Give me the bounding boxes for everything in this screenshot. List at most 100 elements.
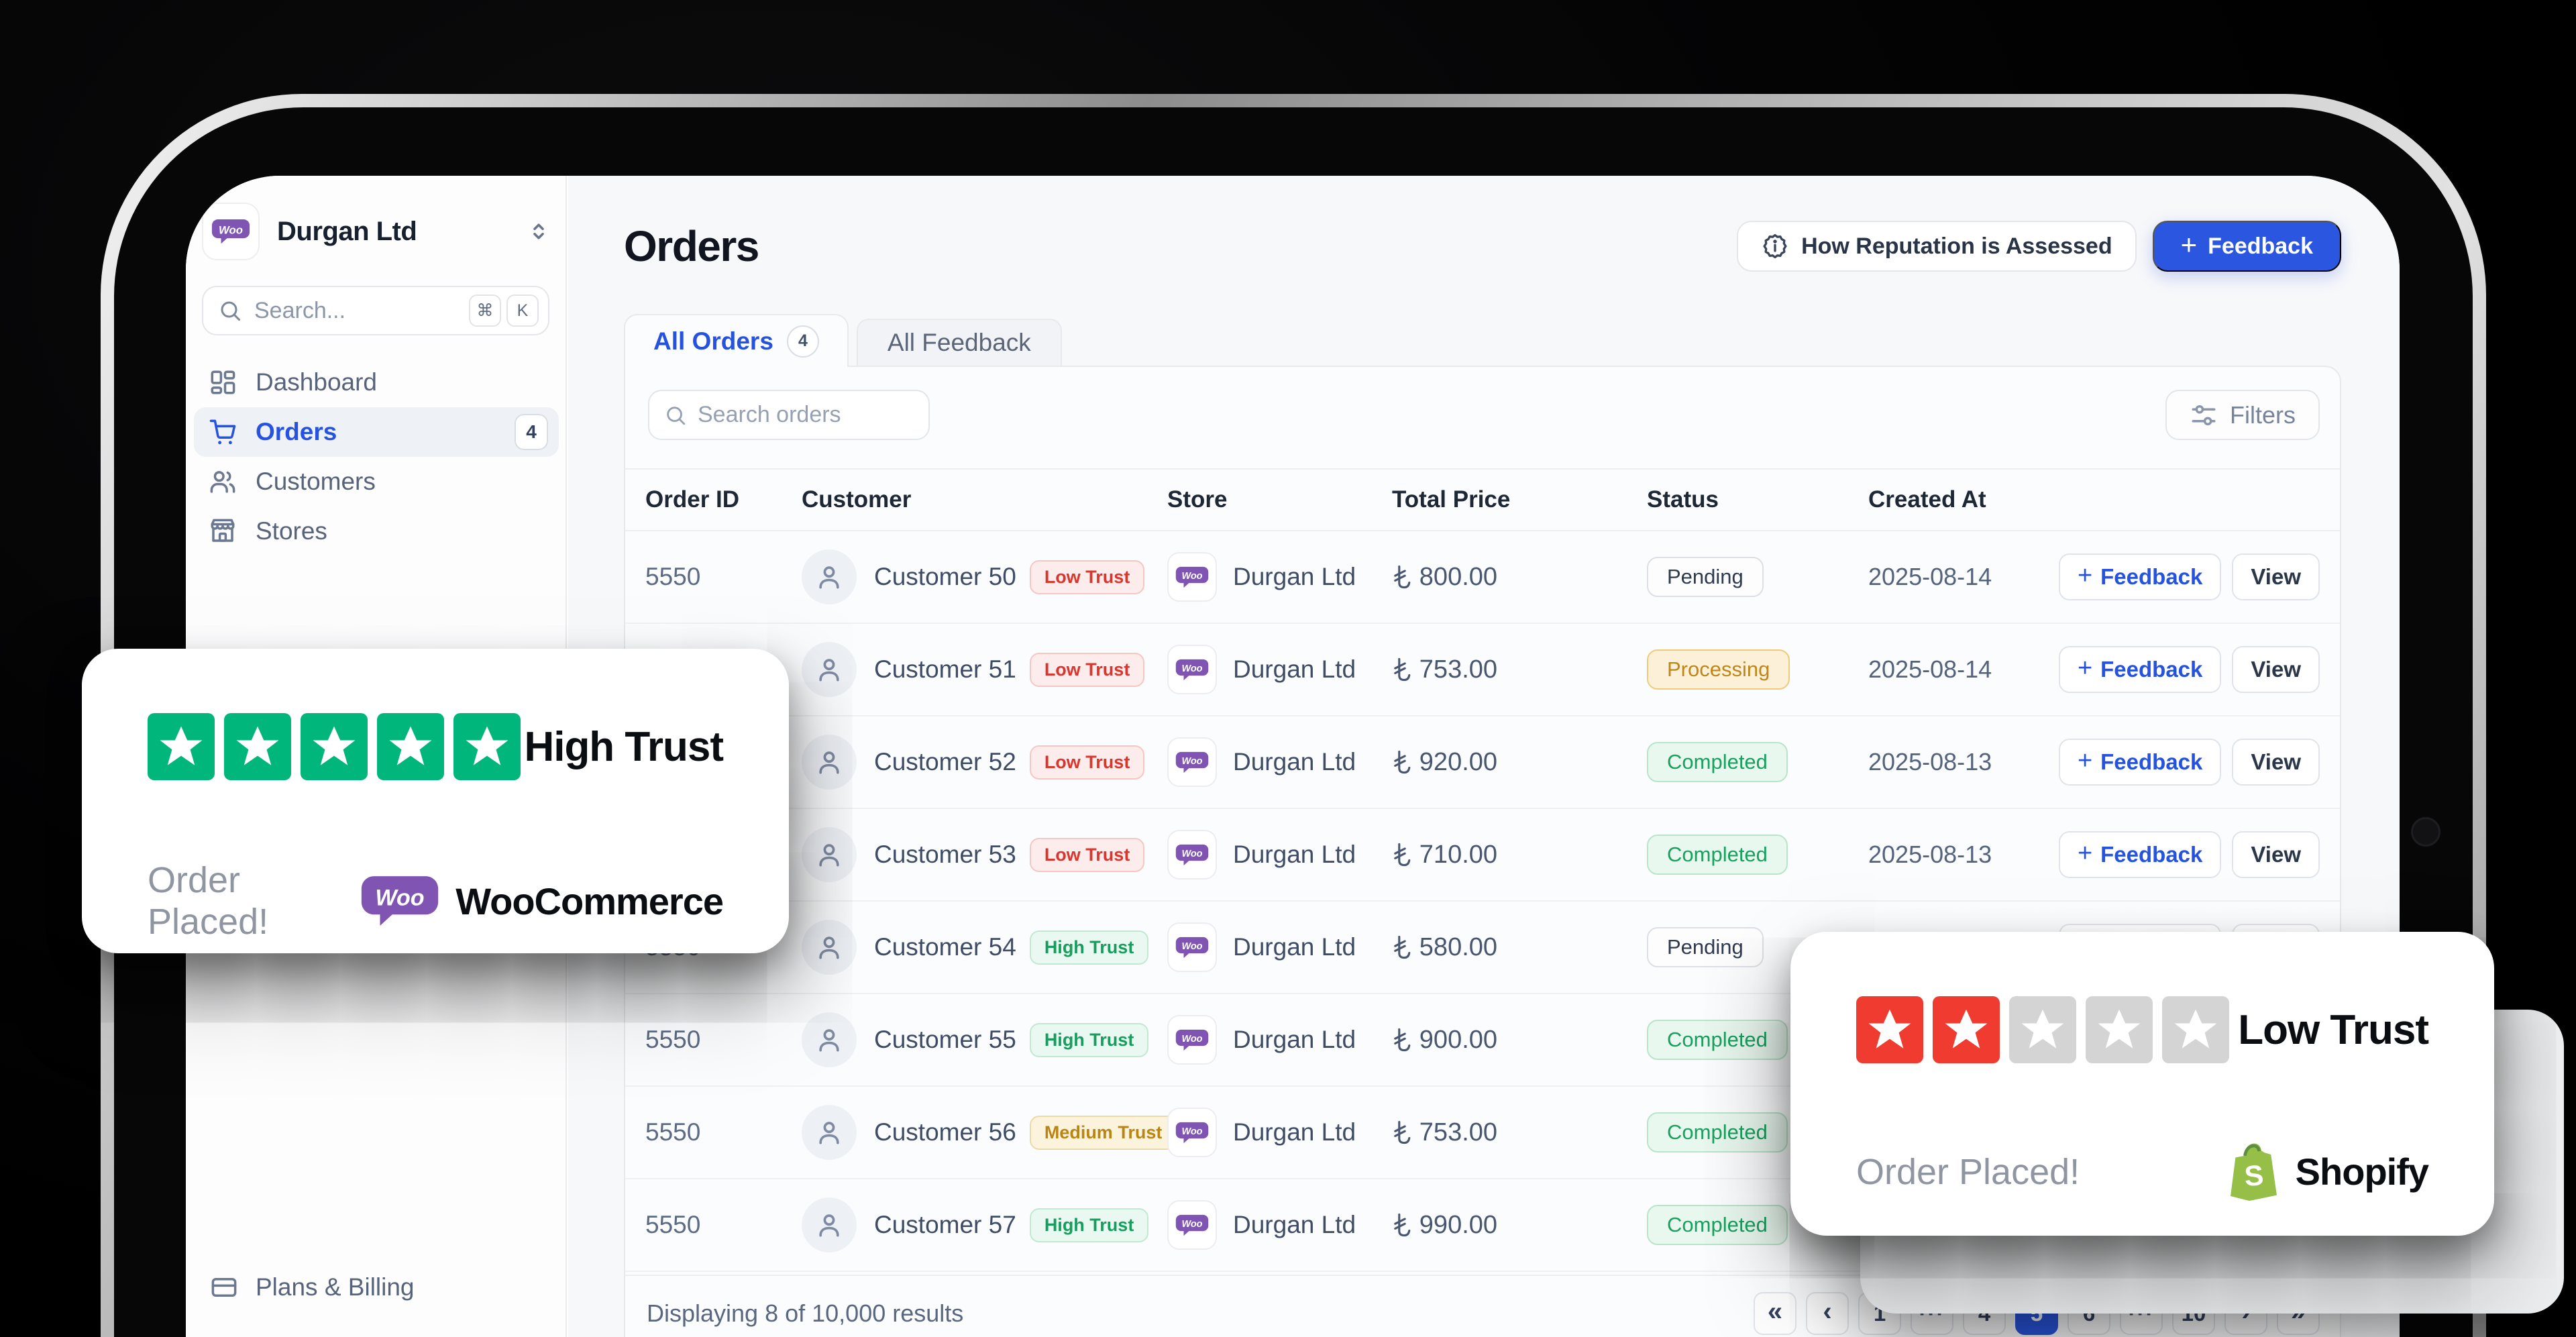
- stars-row: High Trust: [148, 713, 724, 780]
- customer-cell: Customer 57 High Trust: [802, 1197, 1167, 1252]
- sidebar-search[interactable]: ⌘ K: [202, 286, 549, 335]
- customer-name: Customer 55: [874, 1026, 1016, 1053]
- plus-icon: +: [2180, 229, 2198, 260]
- store-cell: Woo Durgan Ltd: [1167, 1108, 1392, 1157]
- workspace-switcher-icon[interactable]: [527, 219, 551, 244]
- tab-all-orders[interactable]: All Orders 4: [624, 314, 849, 367]
- orders-search-input[interactable]: [698, 402, 914, 428]
- order-id: 5550: [645, 1211, 701, 1238]
- trust-badge: Low Trust: [1029, 652, 1145, 687]
- currency-icon: [1392, 1119, 1411, 1146]
- currency-icon: [1392, 656, 1411, 683]
- sidebar-item-plans-billing[interactable]: Plans & Billing: [210, 1273, 415, 1301]
- row-actions: + Feedback View: [2058, 646, 2320, 693]
- prev-page-button[interactable]: ‹: [1806, 1292, 1849, 1335]
- sidebar-item-label: Customers: [256, 468, 376, 495]
- cart-icon: [209, 418, 238, 446]
- avatar: [802, 1105, 857, 1160]
- plus-icon: +: [2077, 839, 2093, 867]
- star-filled-icon: [453, 713, 521, 780]
- header-actions: How Reputation is Assessed + Feedback: [1737, 221, 2341, 272]
- store-logo-tile: Woo: [1167, 645, 1217, 694]
- sidebar-item-dashboard[interactable]: Dashboard: [194, 358, 559, 407]
- svg-text:Woo: Woo: [1181, 1126, 1202, 1137]
- status-badge: Completed: [1647, 1112, 1788, 1153]
- plus-icon: +: [2077, 561, 2093, 590]
- woocommerce-logo-icon: Woo: [211, 219, 250, 244]
- sidebar-item-label: Stores: [256, 517, 327, 545]
- filters-label: Filters: [2230, 400, 2296, 429]
- status-cell: Completed: [1647, 1205, 1868, 1245]
- add-feedback-label: Feedback: [2208, 233, 2313, 259]
- col-total-price: Total Price: [1392, 486, 1511, 513]
- row-actions: + Feedback View: [2058, 831, 2320, 878]
- col-order-id: Order ID: [645, 486, 740, 513]
- sidebar-nav: Dashboard Orders 4 Customers Stores: [194, 358, 559, 556]
- woocommerce-logo-icon: Woo: [360, 875, 439, 927]
- currency-icon: [1392, 934, 1411, 961]
- status-cell: Pending: [1647, 927, 1868, 967]
- sidebar-item-customers[interactable]: Customers: [194, 457, 559, 506]
- filters-button[interactable]: Filters: [2165, 390, 2320, 440]
- store-cell: Woo Durgan Ltd: [1167, 737, 1392, 787]
- row-feedback-button[interactable]: + Feedback: [2058, 831, 2222, 878]
- sidebar-item-label: Orders: [256, 418, 337, 445]
- customer-name: Customer 57: [874, 1211, 1016, 1238]
- store-name: Durgan Ltd: [1233, 841, 1356, 868]
- add-feedback-button[interactable]: + Feedback: [2152, 221, 2341, 272]
- star-filled-icon: [1856, 996, 1923, 1063]
- svg-text:Woo: Woo: [1181, 663, 1202, 674]
- person-icon: [814, 1025, 844, 1055]
- total-price: 900.00: [1392, 1026, 1647, 1055]
- row-feedback-button[interactable]: + Feedback: [2058, 646, 2222, 693]
- star-filled-icon: [377, 713, 444, 780]
- store-cell: Woo Durgan Ltd: [1167, 645, 1392, 694]
- workspace-switcher[interactable]: Woo Durgan Ltd: [202, 203, 551, 260]
- trust-badge: Low Trust: [1029, 837, 1145, 872]
- tab-all-feedback[interactable]: All Feedback: [856, 319, 1062, 367]
- reputation-info-label: How Reputation is Assessed: [1801, 233, 2112, 259]
- store-name: Durgan Ltd: [1233, 655, 1356, 683]
- store-icon: [209, 517, 238, 545]
- woocommerce-logo-icon: Woo: [1175, 1029, 1209, 1051]
- customer-cell: Customer 53 Low Trust: [802, 827, 1167, 882]
- col-customer: Customer: [802, 486, 912, 513]
- customer-name: Customer 52: [874, 748, 1016, 776]
- price-value: 580.00: [1419, 932, 1498, 961]
- row-view-button[interactable]: View: [2232, 739, 2320, 786]
- row-view-button[interactable]: View: [2232, 553, 2320, 600]
- k-keycap: K: [506, 295, 539, 327]
- search-icon: [218, 299, 242, 323]
- person-icon: [814, 562, 844, 592]
- status-cell: Completed: [1647, 1112, 1868, 1153]
- price-value: 800.00: [1419, 562, 1498, 591]
- orders-search[interactable]: [648, 390, 930, 440]
- row-feedback-button[interactable]: + Feedback: [2058, 553, 2222, 600]
- sidebar-search-input[interactable]: [254, 297, 464, 324]
- person-icon: [814, 655, 844, 684]
- woocommerce-logo-icon: Woo: [1175, 659, 1209, 681]
- store-logo-tile: Woo: [1167, 922, 1217, 972]
- col-status: Status: [1647, 486, 1719, 513]
- row-view-button[interactable]: View: [2232, 831, 2320, 878]
- reputation-info-button[interactable]: How Reputation is Assessed: [1737, 221, 2137, 272]
- trust-level-label: Low Trust: [2238, 1006, 2429, 1053]
- svg-text:Woo: Woo: [219, 223, 243, 236]
- trust-badge: High Trust: [1029, 930, 1149, 965]
- woocommerce-logo-icon: Woo: [1175, 566, 1209, 588]
- trust-badge: Low Trust: [1029, 559, 1145, 594]
- results-summary: Displaying 8 of 10,000 results: [647, 1299, 964, 1327]
- store-logo-tile: Woo: [1167, 1015, 1217, 1065]
- total-price: 800.00: [1392, 563, 1647, 592]
- card-bottom-row: Order Placed! S Shopify: [1856, 1142, 2429, 1201]
- table-header: Order ID Customer Store Total Price Stat…: [625, 468, 2340, 531]
- row-view-button[interactable]: View: [2232, 646, 2320, 693]
- row-feedback-button[interactable]: + Feedback: [2058, 739, 2222, 786]
- woocommerce-logo-icon: Woo: [1175, 1214, 1209, 1236]
- status-cell: Completed: [1647, 835, 1868, 875]
- first-page-button[interactable]: «: [1754, 1292, 1796, 1335]
- created-at: 2025-08-14: [1868, 563, 1992, 590]
- svg-text:Woo: Woo: [376, 885, 425, 910]
- sidebar-item-stores[interactable]: Stores: [194, 506, 559, 556]
- sidebar-item-orders[interactable]: Orders 4: [194, 407, 559, 457]
